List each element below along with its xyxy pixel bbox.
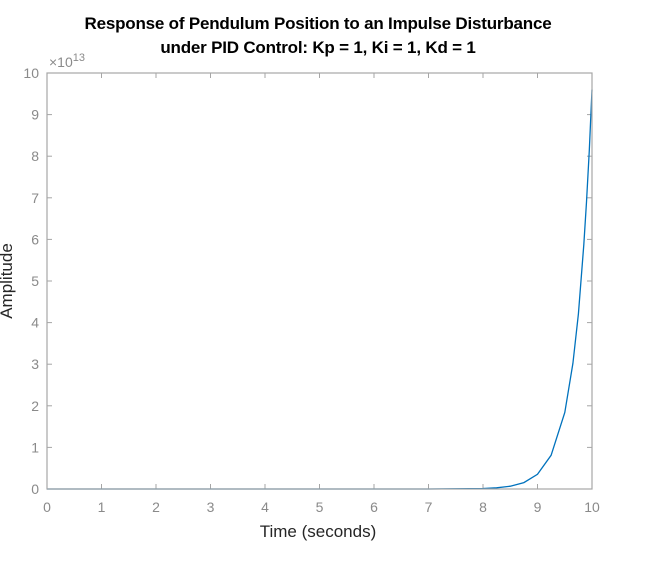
y-tick-label: 2	[31, 398, 39, 414]
y-tick-label: 6	[31, 231, 39, 247]
y-tick-label: 10	[23, 65, 39, 81]
x-tick-label: 5	[316, 499, 324, 515]
x-tick-label: 1	[98, 499, 106, 515]
x-tick-label: 10	[584, 499, 600, 515]
y-axis-label: Amplitude	[0, 243, 16, 319]
y-tick-label: 7	[31, 190, 39, 206]
response-curve	[47, 89, 593, 490]
y-tick-label: 9	[31, 107, 39, 123]
x-tick-label: 9	[534, 499, 542, 515]
y-exponent-multiplier: ×1013	[49, 52, 85, 70]
y-tick-label: 0	[31, 481, 39, 497]
x-tick-label: 0	[43, 499, 51, 515]
x-tick-label: 6	[370, 499, 378, 515]
x-tick-label: 2	[152, 499, 160, 515]
y-tick-label: 3	[31, 356, 39, 372]
x-tick-label: 4	[261, 499, 269, 515]
y-tick-label: 4	[31, 315, 39, 331]
axis-ticks	[46, 72, 593, 490]
plot-box	[46, 72, 593, 490]
x-axis-label: Time (seconds)	[260, 522, 377, 541]
x-tick-label: 7	[425, 499, 433, 515]
y-tick-label: 5	[31, 273, 39, 289]
chart-title: Response of Pendulum Position to an Impu…	[84, 14, 552, 33]
axis-tick-labels: 0 1 2 3 4 5 6 7 8 9 10 0 1 2 3 4 5 6 7 8 9 10	[23, 65, 600, 515]
y-tick-label: 1	[31, 439, 39, 455]
x-tick-label: 3	[207, 499, 215, 515]
x-tick-label: 8	[479, 499, 487, 515]
y-tick-label: 8	[31, 148, 39, 164]
chart-subtitle: under PID Control: Kp = 1, Ki = 1, Kd = …	[160, 38, 476, 57]
